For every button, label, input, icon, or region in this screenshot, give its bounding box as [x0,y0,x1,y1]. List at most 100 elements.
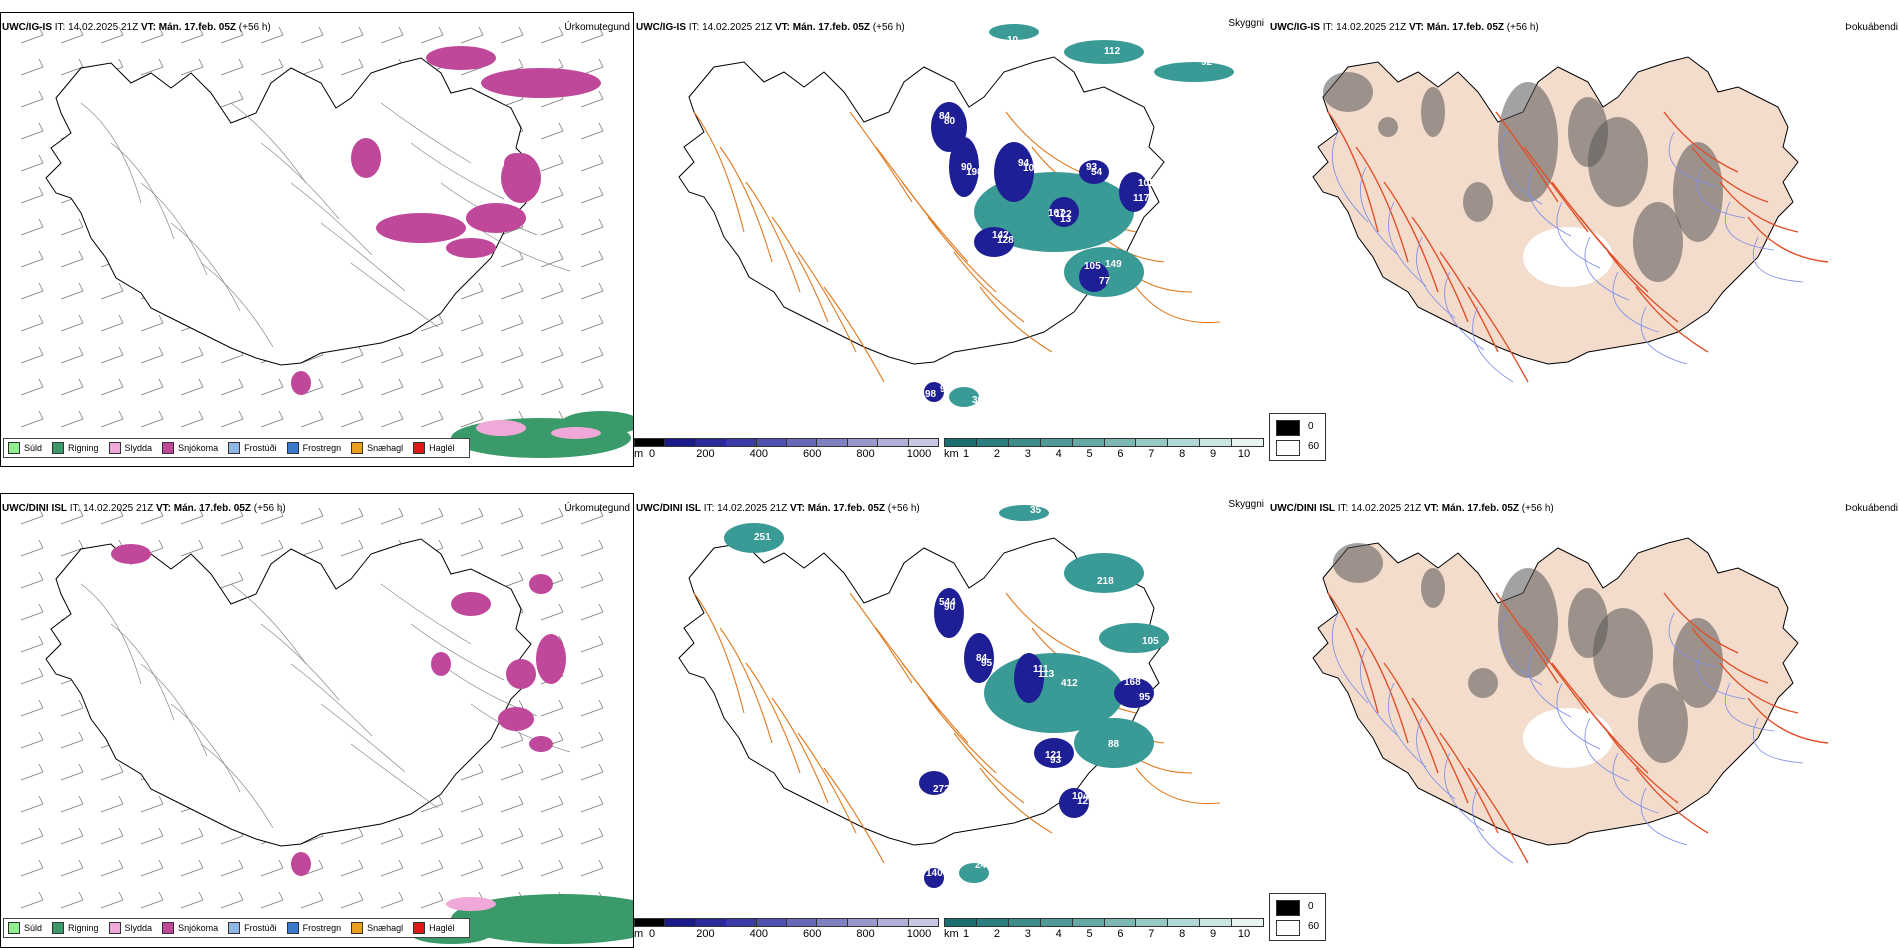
visibility-low-m [924,868,944,888]
visibility-value-label: 93 [1050,755,1062,766]
visibility-low-m [1014,653,1044,703]
road-line [927,697,997,774]
visibility-low-km [1074,718,1154,768]
contour-line [320,222,406,292]
wind-barb [20,571,44,589]
contour-line [140,663,208,757]
wind-barb [100,346,124,364]
road-line [901,662,969,744]
colorbar-unit: km [944,928,959,940]
colorbar-tick-label: 6 [1117,448,1124,460]
vt-value: Mán. 17.feb. 05Z [158,22,236,33]
wind-barb [60,250,84,268]
vt-value: Mán. 17.feb. 05Z [1441,503,1519,514]
legend-swatch [52,922,65,934]
wind-barb [340,410,364,428]
wind-barb [260,507,284,525]
colorbar-cell [817,439,848,446]
visibility-low-m [994,142,1034,202]
wind-barb [20,154,44,172]
colorbar-tick-label: 6 [1117,928,1124,940]
wind-barb [540,859,564,877]
vt-label: VT: [789,503,805,514]
road-line [1411,697,1469,804]
road-line [979,767,1053,834]
wind-barb [220,507,244,525]
legend-label: Haglél [429,923,455,933]
visibility-value-label: 128 [997,235,1014,246]
wind-barb [220,58,244,76]
snow-area [446,238,496,258]
wind-barb [580,378,604,396]
fog-scale-swatch [1276,920,1300,936]
road-line [745,662,801,774]
wind-barb [380,507,404,525]
river-line [1388,682,1427,768]
wind-barb [140,346,164,364]
fog-index-area [1333,543,1383,583]
wind-barb [20,635,44,653]
fog-scale-bottom: 0 60 [1269,893,1326,941]
coastline [45,538,532,847]
wind-barb [20,250,44,268]
visibility-value-label: 105 [1142,636,1159,647]
legend-label: Súld [24,443,43,453]
legend-swatch [162,922,175,934]
colorbar-km-bottom: km 1 2 3 4 5 6 7 8 9 10 [944,918,1266,942]
wind-barb [140,410,164,428]
legend-swatch [351,922,364,934]
wind-barb [180,26,204,44]
wind-barb [140,827,164,845]
visibility-low-m [1079,262,1109,292]
wind-barb [20,378,44,396]
precip-map-bottom [20,507,633,944]
colorbar-tick-label: 5 [1086,448,1093,460]
colorbar-tick-label: 9 [1210,448,1217,460]
visibility-value-label: 140 [926,868,943,879]
road-line [823,767,885,864]
colorbar-cell [635,919,666,926]
wind-barb [20,731,44,749]
legend-item: Rigning [52,442,99,454]
header-bottom-2: UWC/DINI ISL IT: 14.02.2025 21Z VT: Mán.… [636,503,920,515]
wind-barb [260,410,284,428]
colorbar-cell [1072,439,1105,446]
wind-barb [540,763,564,781]
colorbar-tick-label: 200 [696,448,715,460]
legend-item: Súld [8,442,42,454]
legend-item: Snjókoma [162,922,218,934]
snow-area [376,213,466,243]
it-label: IT: [69,503,81,514]
snow-area [291,852,311,876]
visibility-low-m [1049,197,1079,227]
wind-barb [100,282,124,300]
wind-barb [580,314,604,332]
wind-barb [340,26,364,44]
colorbar-strip [944,918,1264,927]
wind-barb [20,314,44,332]
wind-barb [460,859,484,877]
wind-barb [380,346,404,364]
wind-barb [140,26,164,44]
wind-barb [140,859,164,877]
wind-barb [580,282,604,300]
wind-barb [140,314,164,332]
legend-item: Slydda [108,442,152,454]
legend-label: Frostúði [244,923,277,933]
title-bottom-3: Þokuábendi [1845,503,1898,514]
colorbar-cell [1136,439,1169,446]
river-line [1388,201,1427,287]
fog-index-area [1498,568,1558,678]
colorbar-tick-label: 1000 [906,448,932,460]
glacier-area [1523,708,1613,768]
contour-line [230,102,307,184]
wind-barb [60,731,84,749]
legend-item: Snæhagl [351,922,403,934]
legend-item: Snæhagl [351,442,403,454]
river-line [1416,717,1456,800]
wind-barb [140,507,164,525]
vt-value: Mán. 17.feb. 05Z [807,503,885,514]
river-line [1668,612,1717,668]
river-line [1640,787,1688,846]
colorbar-cell [1040,919,1073,926]
